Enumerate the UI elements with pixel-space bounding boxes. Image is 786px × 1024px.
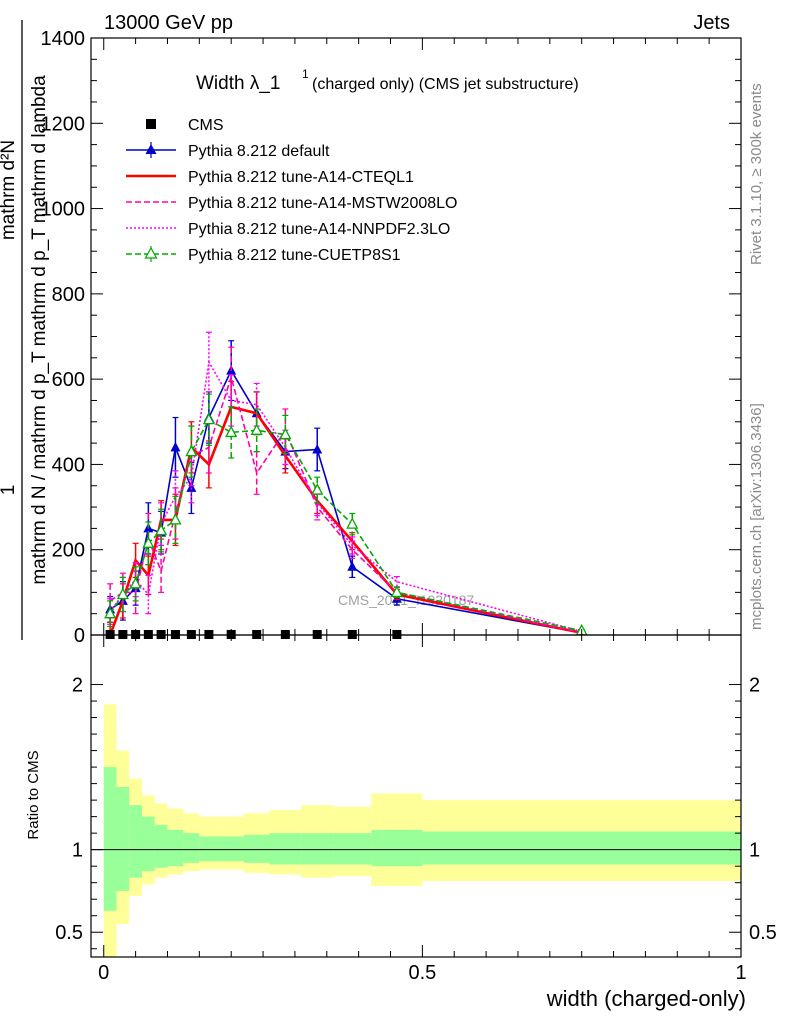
y-label-numerator: mathrm d²N (0, 140, 19, 240)
ratio-band-inner (371, 829, 423, 867)
y-tick-label-ratio-right: 2 (749, 675, 760, 697)
header-left: 13000 GeV pp (104, 12, 233, 34)
data-point (104, 606, 117, 619)
series-group (104, 331, 588, 635)
ratio-band-inner (116, 786, 130, 891)
ratio-band-inner (183, 833, 200, 863)
title-main: Width λ_1 (196, 73, 280, 94)
y-tick-label-main: 1000 (41, 199, 86, 221)
legend-marker (145, 144, 157, 154)
y-tick-label-ratio-right: 1 (749, 840, 760, 862)
y-tick-label-main: 800 (52, 284, 85, 306)
y-tick-label-ratio: 1 (72, 840, 83, 862)
ratio-band-inner (199, 836, 219, 862)
ratio-band-inner (154, 824, 168, 868)
data-point (390, 585, 403, 598)
series-line (109, 418, 582, 632)
data-point (155, 523, 168, 536)
data-point (170, 441, 181, 452)
data-point (142, 536, 155, 548)
x-tick-label: 0.5 (408, 962, 436, 984)
mcplots-label: mcplots.cern.ch [arXiv:1306.3436] (748, 403, 765, 630)
title-suffix: (charged only) (CMS jet substructure) (312, 76, 579, 93)
data-point (312, 444, 323, 454)
legend-label: Pythia 8.212 tune-A14-NNPDF2.3LO (188, 221, 450, 238)
y-label-one: 1 (0, 485, 19, 496)
header-right: Jets (693, 12, 730, 34)
data-point (116, 587, 129, 600)
x-tick-label: 1 (735, 962, 746, 984)
y-tick-label-main: 1200 (41, 113, 86, 135)
y-tick-label-ratio-right: 0.5 (749, 922, 777, 944)
data-point (186, 482, 197, 492)
title-superscript: 1 (302, 67, 309, 81)
y-tick-label-main: 0 (74, 625, 85, 647)
y-tick-label-main: 1400 (41, 28, 86, 50)
data-point (169, 512, 182, 525)
y-axis-label-ratio: Ratio to CMS (25, 750, 42, 839)
data-point (129, 576, 142, 589)
data-point (250, 423, 263, 435)
ratio-bands (91, 704, 741, 957)
ratio-band-inner (129, 805, 142, 878)
y-label-denominator: mathrm d N / mathrm d p_T mathrm d p_T m… (29, 75, 50, 585)
data-point (346, 517, 359, 529)
series-line (109, 374, 582, 634)
ratio-band-inner (243, 834, 270, 863)
ratio-frame (90, 634, 742, 958)
legend-label: Pythia 8.212 tune-A14-MSTW2008LO (188, 195, 457, 212)
data-point (347, 561, 358, 571)
y-axis-label-main: 1 mathrm d N / mathrm d p_T mathrm d p_T… (0, 20, 50, 640)
data-point (225, 425, 238, 438)
ratio-band-inner (167, 829, 184, 867)
y-tick-label-main: 400 (52, 454, 85, 476)
ratio-band-inner (333, 833, 372, 865)
legend: CMS Pythia 8.212 default Pythia 8.212 tune… (126, 117, 457, 264)
y-tick-label-ratio: 0.5 (55, 922, 83, 944)
data-point (279, 427, 292, 440)
data-point (202, 412, 215, 425)
ratio-band-inner (301, 833, 334, 865)
ratio-band-inner (103, 767, 117, 911)
chart-title: Width λ_1 1 (charged only) (CMS jet subs… (196, 67, 579, 94)
legend-label: Pythia 8.212 tune-A14-CTEQL1 (188, 169, 414, 186)
data-point (311, 483, 324, 495)
ratio-band-inner (141, 816, 155, 872)
ratio-band-inner (422, 831, 741, 865)
y-tick-label-main: 200 (52, 540, 85, 562)
legend-marker (146, 119, 156, 129)
legend-label: Pythia 8.212 default (188, 143, 330, 160)
y-tick-label-ratio: 2 (72, 675, 83, 697)
ratio-band-inner (269, 833, 302, 865)
ratio-band-inner (218, 836, 244, 862)
legend-label: Pythia 8.212 tune-CUETP8S1 (188, 247, 401, 264)
rivet-label: Rivet 3.1.10, ≥ 300k events (748, 83, 765, 265)
x-tick-label: 0 (98, 962, 109, 984)
y-tick-label-main: 600 (52, 369, 85, 391)
x-axis-label: width (charged-only) (546, 986, 746, 1011)
legend-label: CMS (188, 117, 224, 134)
data-point (185, 444, 198, 457)
legend-marker (144, 246, 158, 259)
